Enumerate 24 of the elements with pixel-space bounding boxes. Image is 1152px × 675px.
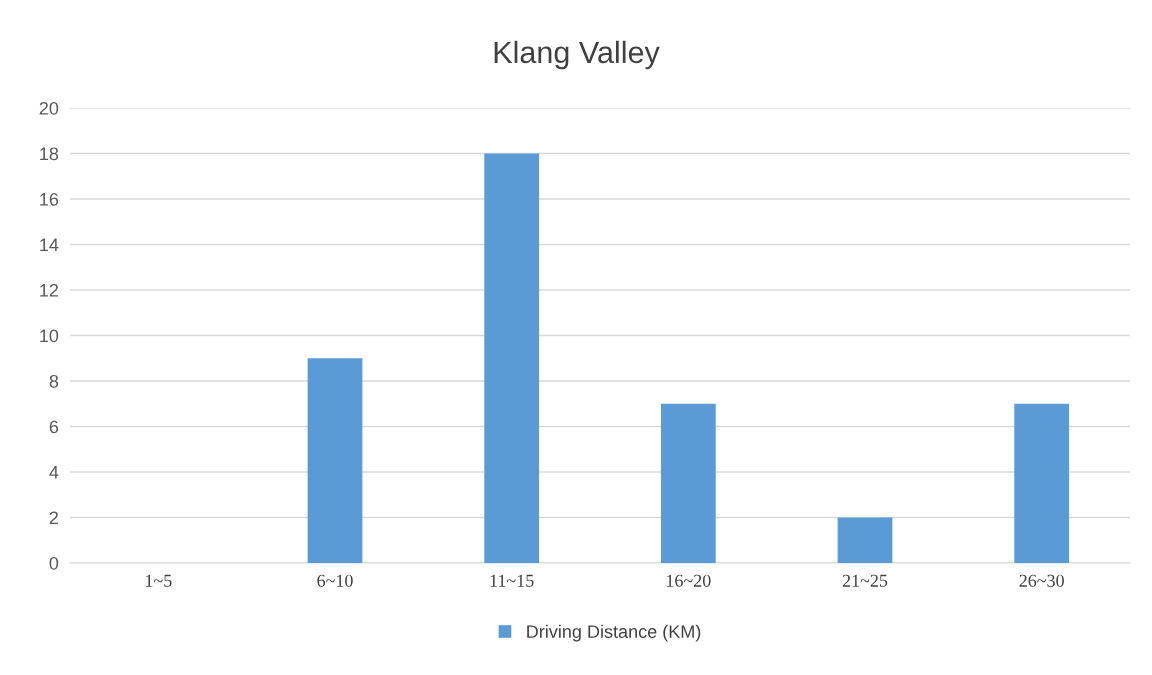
x-tick-label: 26~30 [1019,574,1064,587]
x-tick-label: 21~25 [842,574,888,587]
y-tick-label: 18 [40,147,59,161]
y-tick-label: 4 [49,466,59,479]
y-tick-label: 6 [49,420,59,434]
x-tick-label: 11~15 [490,574,534,587]
bar [660,403,716,563]
bar [484,153,540,563]
x-tick-label: 6~10 [317,574,353,587]
y-tick-label: 14 [40,238,59,252]
y-tick-label: 10 [40,329,59,343]
legend-label: Driving Distance (KM) [527,624,701,642]
y-tick-label: 20 [39,101,59,115]
bar [1014,403,1070,563]
y-tick-label: 0 [49,556,59,570]
y-tick-label: 8 [49,374,59,388]
x-tick-label: 1~5 [146,574,172,587]
chart-title: Klang Valley [494,40,660,70]
x-tick-label: 16~20 [666,574,711,587]
y-tick-label: 16 [40,192,59,206]
bar [307,358,363,563]
y-tick-label: 12 [40,283,58,297]
y-tick-label: 2 [49,511,58,525]
bar [837,517,893,563]
